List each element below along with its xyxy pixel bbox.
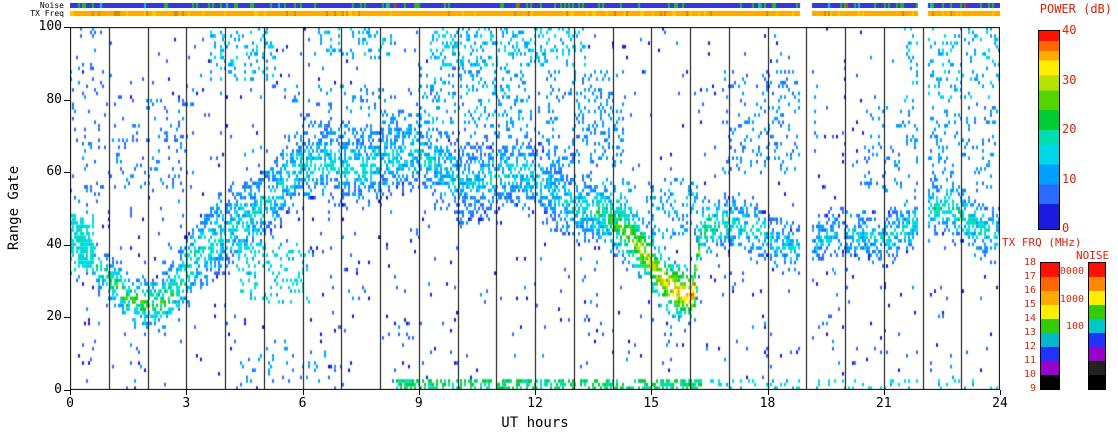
txfreq-tick-label: 10 xyxy=(1023,369,1036,380)
noise-colorbar-title: NOISE xyxy=(1076,249,1110,262)
txfreq-color-segment xyxy=(1041,347,1059,361)
noise-color-segment xyxy=(1089,277,1105,291)
noise-colorbar xyxy=(1088,262,1106,390)
x-tick-mark xyxy=(1000,390,1001,395)
power-colorbar-tick-label: 20 xyxy=(1062,122,1077,136)
x-tick-mark xyxy=(419,390,420,395)
txfreq-color-segment xyxy=(1041,375,1059,389)
y-tick-label: 80 xyxy=(46,91,62,107)
power-colorbar-tick-label: 10 xyxy=(1062,171,1077,186)
x-tick-mark xyxy=(186,390,187,395)
power-colorbar-tick-label: 0 xyxy=(1062,221,1070,235)
y-tick-mark xyxy=(64,100,70,101)
txfreq-tick-label: 11 xyxy=(1023,355,1036,366)
x-tick-label: 21 xyxy=(875,396,892,411)
noise-tick-label: 10000 xyxy=(1053,265,1084,277)
noise-color-segment xyxy=(1089,333,1105,347)
x-tick-mark xyxy=(884,390,885,395)
txfreq-color-segment xyxy=(1041,305,1059,319)
y-axis-label: Range Gate xyxy=(6,165,22,251)
noise-tick-label: 1000 xyxy=(1059,293,1084,305)
x-tick-label: 12 xyxy=(527,396,543,411)
txfreq-color-segment xyxy=(1041,263,1059,277)
txfreq-colorbar xyxy=(1040,262,1060,390)
x-tick-mark xyxy=(535,390,536,395)
power-colorbar-title: POWER (dB) xyxy=(1039,2,1112,16)
txfreq-colorbar-title: TX FRQ (MHz) xyxy=(1002,236,1082,249)
txfreq-tick-label: 18 xyxy=(1023,257,1036,268)
noise-color-segment xyxy=(1089,375,1105,389)
txfreq-tick-label: 13 xyxy=(1023,327,1036,338)
y-tick-mark xyxy=(64,245,70,246)
noise-color-segment xyxy=(1089,319,1105,333)
noise-strip xyxy=(70,3,1000,8)
y-tick-label: 60 xyxy=(46,164,62,180)
txfreq-color-segment xyxy=(1041,291,1059,305)
txfreq-color-segment xyxy=(1041,333,1059,347)
power-colorbar xyxy=(1038,30,1060,230)
x-tick-label: 0 xyxy=(66,396,74,411)
power-colorbar-tick-label: 30 xyxy=(1062,72,1077,87)
txfreq-tick-label: 16 xyxy=(1023,285,1036,296)
x-tick-mark xyxy=(651,390,652,395)
y-tick-mark xyxy=(64,317,70,318)
noise-color-segment xyxy=(1089,263,1105,277)
noise-color-segment xyxy=(1089,347,1105,361)
x-tick-mark xyxy=(70,390,71,395)
noise-color-segment xyxy=(1089,361,1105,375)
x-tick-mark xyxy=(303,390,304,395)
txfreq-tick-label: 14 xyxy=(1023,313,1036,324)
y-tick-label: 40 xyxy=(46,236,62,252)
x-tick-mark xyxy=(768,390,769,395)
x-axis-label: UT hours xyxy=(501,415,569,431)
y-tick-mark xyxy=(64,172,70,173)
noise-color-segment xyxy=(1089,305,1105,319)
txfreq-color-segment xyxy=(1041,319,1059,333)
txfreq-color-segment xyxy=(1041,361,1059,375)
noise-color-segment xyxy=(1089,291,1105,305)
tx-freq-strip-label: TX Freq xyxy=(30,9,64,18)
noise-strip-label: Noise xyxy=(39,1,64,10)
txfreq-tick-label: 17 xyxy=(1023,271,1036,282)
y-tick-label: 20 xyxy=(46,309,62,325)
y-tick-label: 100 xyxy=(38,19,62,34)
tx-freq-strip xyxy=(70,11,1000,16)
y-tick-mark xyxy=(64,390,70,391)
txfreq-tick-label: 15 xyxy=(1023,299,1036,310)
x-tick-label: 3 xyxy=(182,396,191,411)
y-tick-mark xyxy=(64,27,70,28)
rti-heatmap xyxy=(70,27,1000,390)
txfreq-tick-label: 9 xyxy=(1029,383,1036,394)
y-tick-label: 0 xyxy=(54,382,62,397)
txfreq-color-segment xyxy=(1041,277,1059,291)
x-tick-label: 9 xyxy=(414,396,423,411)
x-tick-label: 18 xyxy=(759,396,776,411)
power-colorbar-tick-label: 40 xyxy=(1062,23,1077,37)
x-tick-label: 15 xyxy=(643,396,660,411)
x-tick-label: 24 xyxy=(992,396,1008,411)
txfreq-tick-label: 12 xyxy=(1023,341,1036,352)
x-tick-label: 6 xyxy=(298,396,307,411)
noise-tick-label: 100 xyxy=(1065,321,1084,333)
